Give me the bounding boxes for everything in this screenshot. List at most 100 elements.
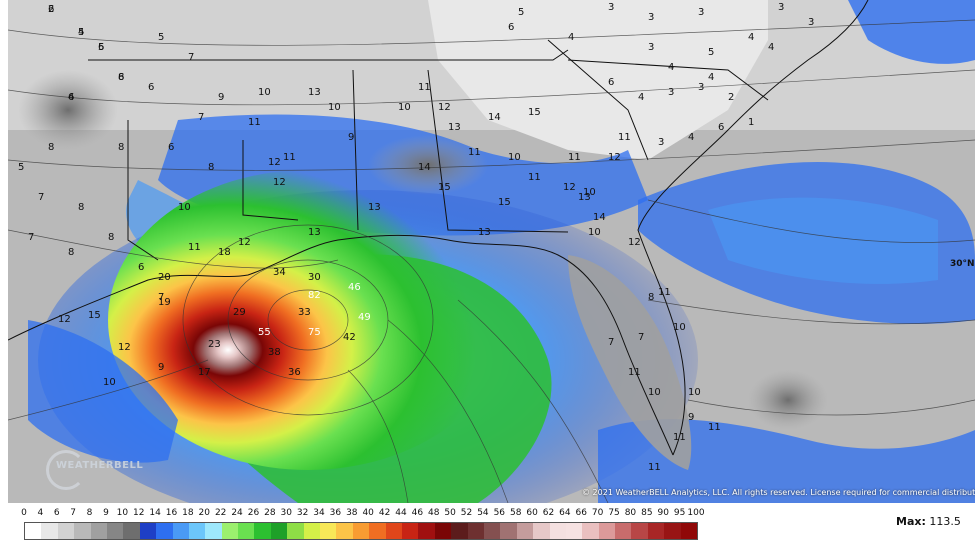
legend-tick: 0 — [21, 508, 27, 518]
legend-swatch — [221, 523, 239, 539]
legend-bar — [24, 522, 698, 540]
wind-value-label: 15 — [528, 107, 541, 118]
legend-tick: 90 — [657, 508, 669, 518]
wind-value-label: 13 — [308, 87, 321, 98]
wind-value-label: 11 — [673, 432, 686, 443]
wind-value-label: 10 — [648, 387, 661, 398]
legend-tick: 24 — [231, 508, 243, 518]
legend-tick: 44 — [395, 508, 407, 518]
wind-value-label: 14 — [488, 112, 501, 123]
state-line-ms-al — [352, 69, 359, 231]
legend-swatch — [680, 523, 698, 539]
wind-value-label: 4 — [668, 62, 674, 73]
legend-tick: 60 — [526, 508, 538, 518]
legend-swatch — [238, 523, 255, 539]
wind-value-label: 8 — [108, 232, 114, 243]
wind-value-label: 7 — [608, 337, 614, 348]
legend-swatch — [500, 523, 517, 539]
grey-blob-a — [368, 135, 488, 195]
state-line-al-ga — [427, 69, 569, 233]
legend-tick: 6 — [53, 508, 60, 518]
wind-value-label: 12 — [58, 314, 71, 325]
wind-value-label: 12 — [273, 177, 286, 188]
wind-value-label: 14 — [418, 162, 431, 173]
legend-swatch — [582, 523, 599, 539]
wind-value-label: 5 — [18, 162, 24, 173]
wind-value-label: 34 — [273, 267, 286, 278]
wind-value-label: 6 — [718, 122, 724, 133]
legend-tick: 58 — [509, 508, 522, 518]
atlantic-coastline — [637, 0, 869, 456]
wind-value-label: 8 — [648, 292, 654, 303]
legend-swatch — [90, 523, 107, 539]
legend-swatch — [188, 523, 206, 539]
boundaries — [8, 0, 869, 456]
wind-value-label: 12 — [438, 102, 451, 113]
wind-value-label: 6 — [118, 72, 124, 83]
wind-value-label: 3 — [808, 17, 814, 28]
wind-value-label: 4 — [78, 27, 84, 38]
wind-value-label: 8 — [118, 142, 124, 153]
wind-value-label: 3 — [648, 42, 654, 53]
wind-value-label: 46 — [348, 282, 361, 293]
legend-tick: 8 — [86, 508, 93, 518]
legend-tick: 20 — [198, 508, 211, 518]
grey-blob-c — [748, 370, 828, 430]
wind-value-label: 11 — [418, 82, 431, 93]
wind-value-label: 6 — [168, 142, 174, 153]
legend-tick: 22 — [214, 508, 227, 518]
wind-value-label: 5 — [98, 42, 104, 53]
legend-swatch — [418, 523, 435, 539]
legend-swatch — [106, 523, 124, 539]
color-scale-legend: 0 4 6 7 8 9 10 12 14 16 18 20 22 24 26 28 30 32 34 36 38 40 42… — [21, 508, 705, 544]
wind-value-label: 55 — [258, 327, 271, 338]
legend-tick: 34 — [313, 508, 325, 518]
wind-value-label: 10 — [178, 202, 191, 213]
wind-value-label: 7 — [28, 232, 34, 243]
wind-value-label: 11 — [648, 462, 661, 473]
wind-value-label: 5 — [518, 7, 524, 18]
wind-value-label: 29 — [233, 307, 246, 318]
legend-swatch — [664, 523, 681, 539]
wind-value-label: 12 — [238, 237, 251, 248]
legend-swatch — [434, 523, 452, 539]
wind-value-label: 5 — [78, 27, 84, 38]
legend-swatch — [123, 523, 140, 539]
legend-tick: 95 — [673, 508, 686, 518]
wind-value-label: 7 — [188, 52, 194, 63]
wind-value-label: 3 — [698, 7, 704, 18]
wind-value-label: 10 — [588, 227, 601, 238]
wind-value-label: 11 — [658, 287, 671, 298]
wind-value-label: 15 — [88, 310, 101, 321]
wind-value-label: 3 — [648, 12, 654, 23]
wind-value-label: 11 — [248, 117, 261, 128]
legend-tick: 26 — [247, 508, 260, 518]
wind-value-label: 6 — [138, 262, 144, 273]
legend-tick: 12 — [132, 508, 145, 518]
legend-swatch — [401, 523, 419, 539]
legend-tick: 52 — [460, 508, 473, 518]
legend-tick: 80 — [624, 508, 637, 518]
legend-swatch — [336, 523, 353, 539]
wind-value-label: 3 — [658, 137, 664, 148]
wind-value-label: 82 — [308, 290, 321, 301]
legend-swatch — [467, 523, 484, 539]
legend-swatch — [369, 523, 386, 539]
wind-value-label: 7 — [38, 192, 44, 203]
legend-swatch — [320, 523, 337, 539]
wind-value-label: 49 — [358, 312, 371, 323]
wind-value-label: 38 — [268, 347, 281, 358]
legend-swatch — [533, 523, 550, 539]
legend-tick: 66 — [575, 508, 587, 518]
legend-tick: 54 — [477, 508, 489, 518]
legend-swatch — [598, 523, 616, 539]
wind-value-label: 13 — [478, 227, 491, 238]
legend-swatch — [270, 523, 288, 539]
legend-swatch — [57, 523, 75, 539]
wind-value-label: 2 — [48, 4, 54, 15]
wind-value-label: 12 — [268, 157, 281, 168]
wind-value-label: 8 — [118, 72, 124, 83]
legend-swatch — [205, 523, 222, 539]
legend-swatch — [139, 523, 157, 539]
max-value-label: Max: 113.5 — [896, 515, 961, 528]
